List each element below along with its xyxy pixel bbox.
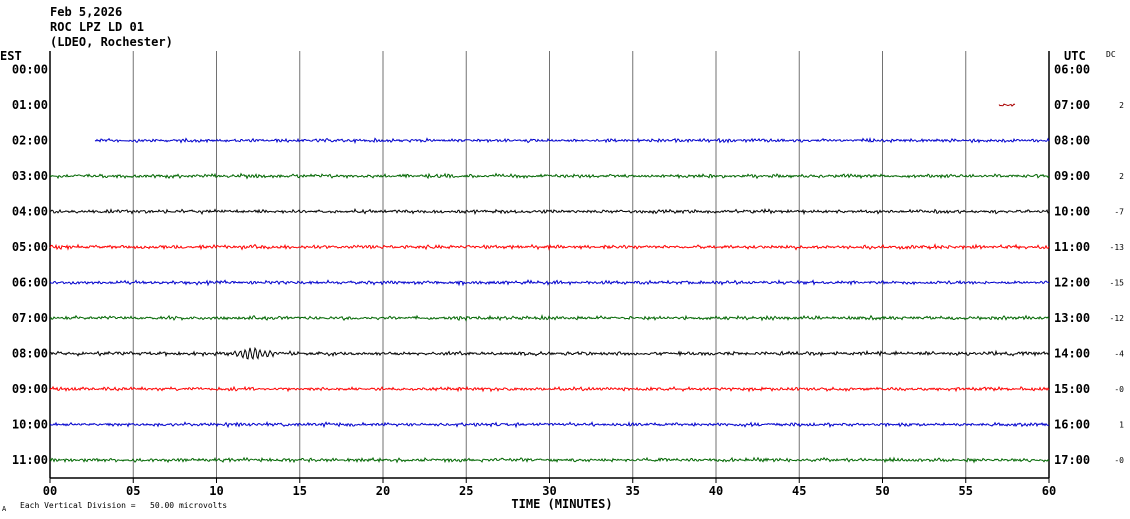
trace-1200 — [49, 279, 1050, 287]
est-row-label: 04:00 — [12, 205, 48, 219]
x-tick-label: 50 — [875, 484, 889, 498]
x-tick-label: 10 — [209, 484, 223, 498]
header-station: ROC LPZ LD 01 — [50, 20, 144, 34]
x-tick-label: 55 — [959, 484, 973, 498]
x-tick-label: 20 — [376, 484, 390, 498]
utc-row-label: 07:00 — [1054, 98, 1090, 112]
footer-mark: A — [2, 505, 7, 513]
trace-1300 — [49, 314, 1050, 322]
utc-row-label: 13:00 — [1054, 311, 1090, 325]
dc-offset-label: 1 — [1119, 421, 1124, 430]
utc-row-label: 16:00 — [1054, 418, 1090, 432]
est-row-label: 05:00 — [12, 240, 48, 254]
trace-1700 — [49, 456, 1050, 464]
dc-offset-label: -12 — [1110, 314, 1125, 323]
x-tick-label: 35 — [626, 484, 640, 498]
x-tick-label: 25 — [459, 484, 473, 498]
header-date: Feb 5,2026 — [50, 5, 122, 19]
x-axis-title: TIME (MINUTES) — [511, 497, 612, 511]
utc-row-label: 17:00 — [1054, 453, 1090, 467]
est-row-label: 07:00 — [12, 311, 48, 325]
x-tick-label: 60 — [1042, 484, 1056, 498]
x-tick-label: 45 — [792, 484, 806, 498]
dc-offset-label: 2 — [1119, 101, 1124, 110]
dc-header-label: DC — [1106, 50, 1116, 59]
utc-row-label: 10:00 — [1054, 205, 1090, 219]
trace-0800 — [94, 136, 1050, 145]
est-row-label: 00:00 — [12, 63, 48, 77]
est-row-label: 06:00 — [12, 276, 48, 290]
seismic-traces — [49, 103, 1050, 464]
footer-scale-note: Each Vertical Division = 50.00 microvolt… — [20, 501, 227, 510]
utc-row-label: 12:00 — [1054, 276, 1090, 290]
est-row-label: 11:00 — [12, 453, 48, 467]
dc-offset-label: 2 — [1119, 172, 1124, 181]
x-tick-label: 00 — [43, 484, 57, 498]
trace-1600 — [49, 420, 1050, 429]
row-labels: 00:00 06:00 01:00 07:00 2 02:00 08:00 03:00 09:0… — [12, 63, 1124, 468]
est-row-label: 10:00 — [12, 418, 48, 432]
est-row-label: 03:00 — [12, 169, 48, 183]
utc-row-label: 14:00 — [1054, 347, 1090, 361]
x-tick-label: 30 — [542, 484, 556, 498]
utc-row-label: 08:00 — [1054, 134, 1090, 148]
right-timezone-label: UTC — [1064, 49, 1086, 63]
trace-0700 — [998, 103, 1016, 107]
x-tick-label: 05 — [126, 484, 140, 498]
x-axis-ticks: 00 05 10 15 20 25 30 35 40 45 50 55 60 — [43, 478, 1056, 498]
trace-1000 — [49, 207, 1050, 216]
header-network: (LDEO, Rochester) — [50, 35, 173, 49]
trace-0900 — [49, 172, 1050, 180]
est-row-label: 01:00 — [12, 98, 48, 112]
utc-row-label: 09:00 — [1054, 169, 1090, 183]
dc-offset-label: -15 — [1110, 279, 1125, 288]
trace-1400 — [49, 346, 1050, 361]
est-row-label: 09:00 — [12, 382, 48, 396]
utc-row-label: 11:00 — [1054, 240, 1090, 254]
dc-offset-label: -7 — [1114, 208, 1124, 217]
est-row-label: 02:00 — [12, 134, 48, 148]
dc-offset-label: -13 — [1110, 243, 1125, 252]
utc-row-label: 06:00 — [1054, 63, 1090, 77]
est-row-label: 08:00 — [12, 347, 48, 361]
left-timezone-label: EST — [0, 49, 22, 63]
dc-offset-label: -4 — [1114, 350, 1124, 359]
x-tick-label: 40 — [709, 484, 723, 498]
trace-1500 — [49, 385, 1050, 393]
x-tick-label: 15 — [293, 484, 307, 498]
dc-offset-label: -0 — [1114, 385, 1124, 394]
plot-grid — [49, 51, 1050, 479]
dc-offset-label: -0 — [1114, 456, 1124, 465]
utc-row-label: 15:00 — [1054, 382, 1090, 396]
trace-1100 — [49, 243, 1050, 251]
